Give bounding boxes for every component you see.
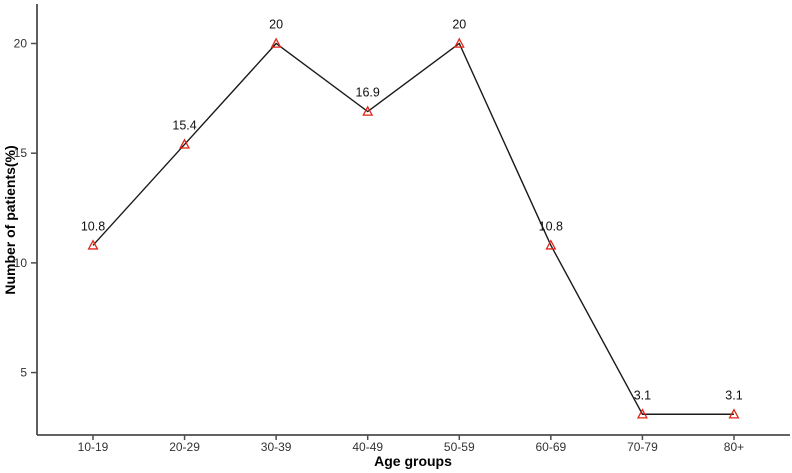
x-tick-label: 40-49 (352, 440, 383, 454)
x-tick-label: 70-79 (627, 440, 658, 454)
x-tick-label: 50-59 (444, 440, 475, 454)
point-labels-layer: 10.8 15.4 20 16.9 20 10.8 3.1 3.1 (81, 17, 743, 402)
data-point-marker (179, 138, 191, 149)
data-point-marker (87, 239, 99, 250)
x-tick-label: 20-29 (169, 440, 200, 454)
x-tick-label: 60-69 (535, 440, 566, 454)
axis-ticks-layer: 5 10 15 20 10-19 20-29 30-39 40-49 50-59 60-69 70-… (14, 36, 745, 454)
data-point-label: 16.9 (356, 86, 380, 100)
data-point-label: 20 (269, 17, 283, 31)
data-point-label: 20 (452, 17, 466, 31)
data-series-layer (87, 37, 740, 419)
y-tick-label: 15 (14, 146, 28, 160)
y-tick-label: 20 (14, 36, 28, 50)
data-point-marker (270, 37, 282, 48)
y-tick-label: 10 (14, 256, 28, 270)
data-point-marker (545, 239, 557, 250)
y-axis-title: Number of patients(%) (2, 145, 18, 294)
data-line (92, 42, 734, 415)
data-point-marker (453, 37, 465, 48)
data-point-label: 15.4 (172, 118, 196, 132)
data-point-label: 10.8 (81, 219, 105, 233)
x-axis-title: Age groups (374, 453, 452, 469)
data-point-marker (636, 408, 648, 419)
data-point-label: 10.8 (539, 219, 563, 233)
data-point-label: 3.1 (725, 388, 742, 402)
y-tick-label: 5 (20, 366, 27, 380)
data-point-label: 3.1 (634, 388, 651, 402)
data-point-marker (728, 408, 740, 419)
x-tick-label: 80+ (724, 440, 744, 454)
x-tick-label: 30-39 (261, 440, 292, 454)
x-tick-label: 10-19 (78, 440, 109, 454)
data-point-marker (362, 105, 374, 116)
